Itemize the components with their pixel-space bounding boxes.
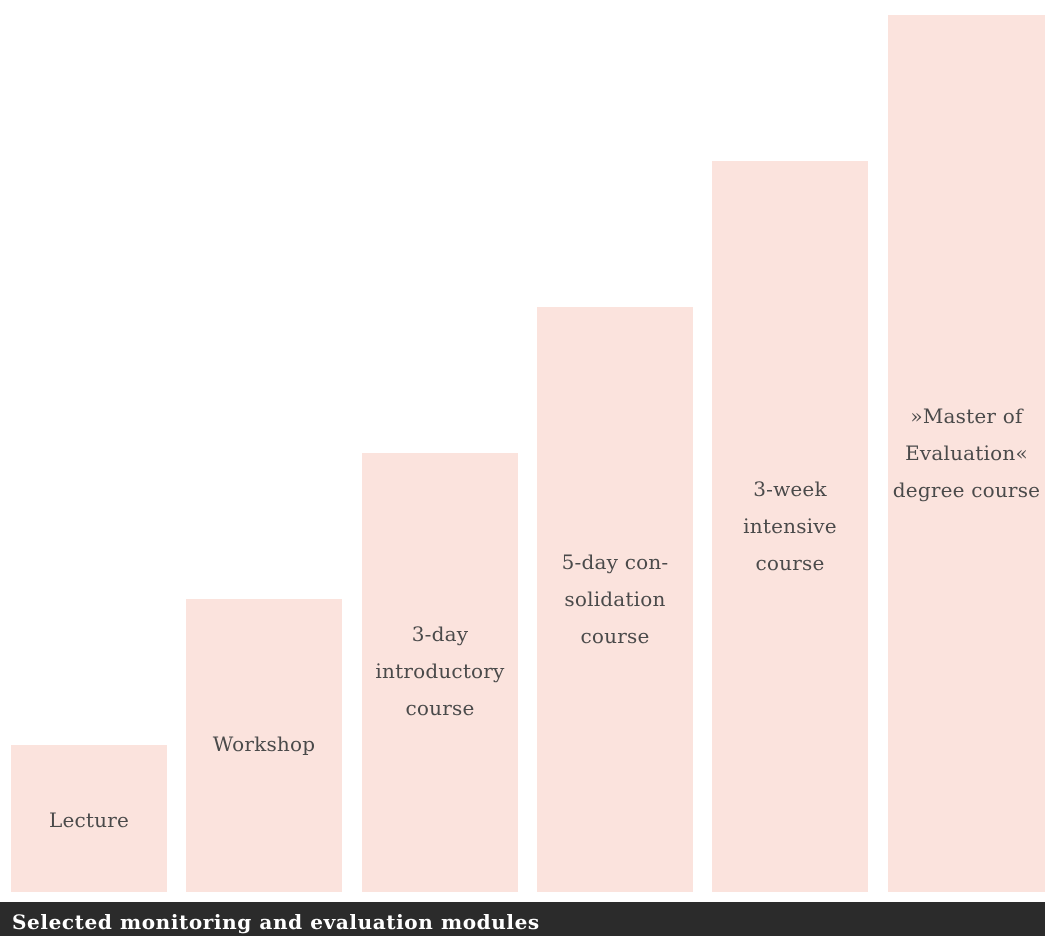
step-3-week-intensive-course: 3-week intensive course	[712, 161, 868, 892]
step-label: 3-day introductory course	[375, 622, 505, 720]
step-workshop: Workshop	[186, 599, 342, 892]
step-master-of-evaluation-degree-course: »Master of Evaluation« degree course	[888, 15, 1045, 892]
diagram-caption: Selected monitoring and evaluation modul…	[12, 910, 540, 934]
step-label: Workshop	[212, 732, 316, 756]
step-lecture: Lecture	[11, 745, 167, 892]
step-5-day-consolidation-course: 5-day con- solidation course	[537, 307, 693, 892]
step-label: Lecture	[48, 808, 130, 832]
step-label: »Master of Evaluation« degree course	[892, 404, 1041, 502]
step-3-day-introductory-course: 3-day introductory course	[362, 453, 518, 892]
step-label: 5-day con- solidation course	[561, 550, 669, 648]
step-label: 3-week intensive course	[743, 477, 837, 575]
caption-bar: Selected monitoring and evaluation modul…	[0, 902, 1045, 936]
